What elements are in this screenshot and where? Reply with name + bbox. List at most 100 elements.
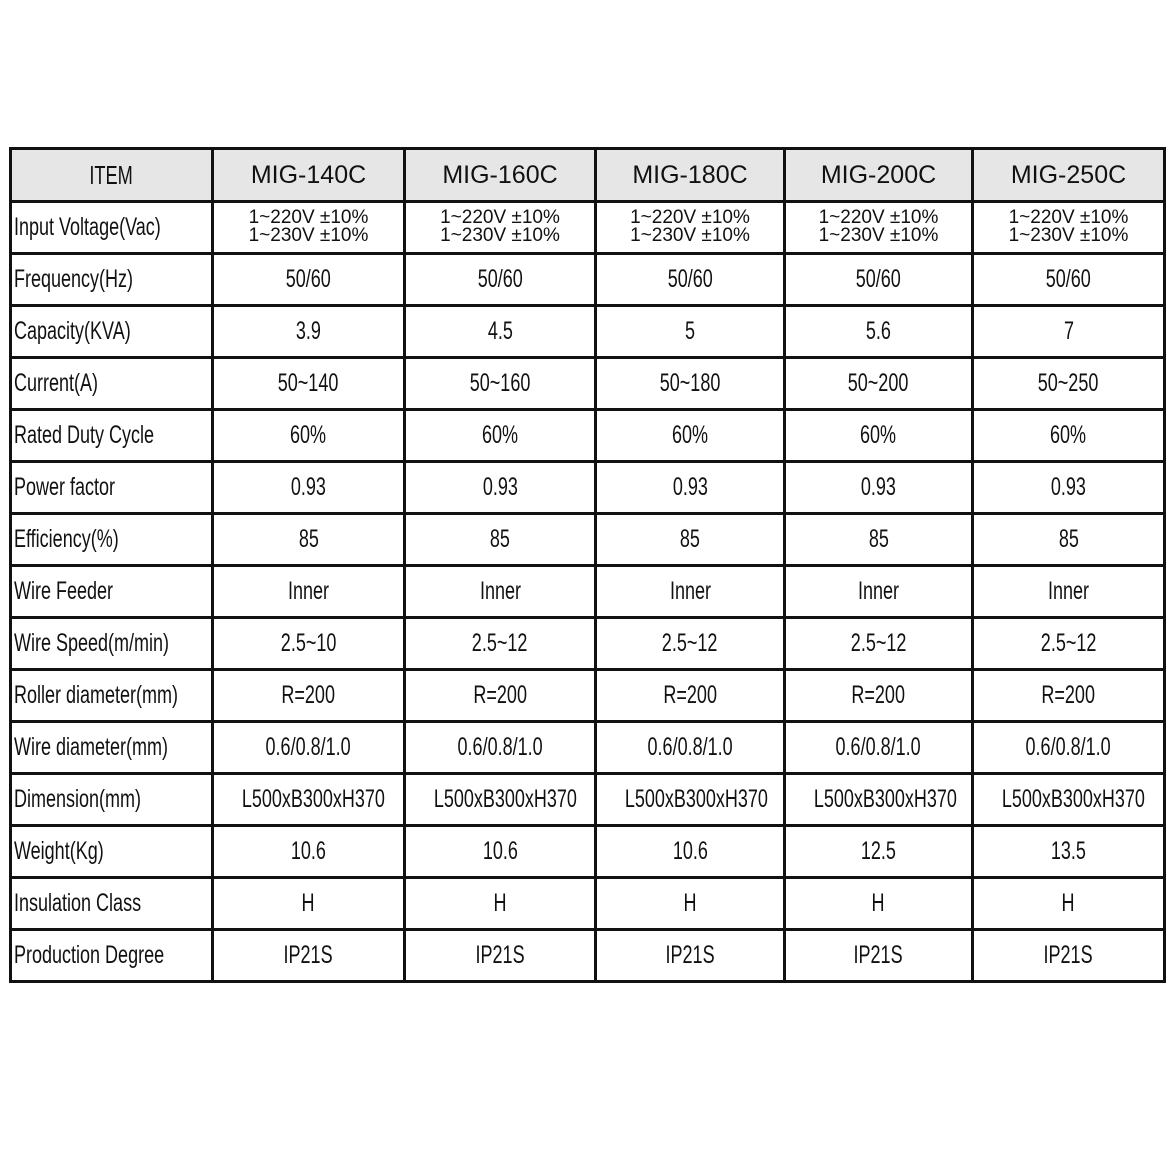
table-cell: 2.5~12 [971,616,1166,671]
table-cell: 10.6 [211,824,406,879]
row-label: Input Voltage(Vac) [9,200,214,255]
table-cell: 2.5~12 [594,616,786,671]
cell-value: R=200 [663,681,717,709]
table-cell: 2.5~12 [403,616,597,671]
cell-value: Inner [669,577,711,605]
cell-value: 50/60 [477,265,523,293]
cell-value: 2.5~10 [280,629,337,657]
table-cell: H [971,876,1166,931]
cell-value: L500xB300xH370 [1001,785,1145,813]
row-label-text: Rated Duty Cycle [14,421,155,449]
row-label: Wire Speed(m/min) [9,616,214,671]
cell-value: Inner [1047,577,1090,605]
table-cell: Inner [594,564,786,619]
voltage-line-2: 1~230V ±10% [630,225,750,246]
table-cell: R=200 [783,668,974,723]
table-cell: 12.5 [783,824,974,879]
table-cell: L500xB300xH370 [403,772,597,827]
cell-value: 50~160 [469,369,531,397]
table-cell: 50/60 [403,252,597,307]
header-item-text: ITEM [89,159,134,190]
table-cell: 85 [403,512,597,567]
table-cell: R=200 [211,668,406,723]
table-row: Efficiency(%) 85 85 85 85 85 [9,512,1166,567]
table-cell: 60% [594,408,786,463]
table-row: Current(A) 50~140 50~160 50~180 50~200 50~250 [9,356,1166,411]
cell-value: 0.93 [482,473,518,501]
header-model-text: MIG-140C [250,160,367,189]
cell-value: 60% [481,421,519,449]
table-cell: H [783,876,974,931]
table-cell: H [403,876,597,931]
table-cell: 1~220V ±10% 1~230V ±10% [783,200,974,255]
cell-value: L500xB300xH370 [241,785,385,813]
row-label-text: Power factor [14,473,116,501]
table-cell: 0.6/0.8/1.0 [783,720,974,775]
table-row: Dimension(mm) L500xB300xH370 L500xB300xH37… [9,772,1166,827]
table-cell: 10.6 [403,824,597,879]
header-model: MIG-200C [783,147,974,203]
table-cell: R=200 [403,668,597,723]
cell-value: L500xB300xH370 [813,785,957,813]
cell-value: 0.6/0.8/1.0 [835,733,922,761]
cell-value: IP21S [1043,941,1094,969]
cell-value: 5.6 [865,317,892,345]
spec-table: ITEM MIG-140C MIG-160C MIG-180C MIG-200C… [9,147,1166,983]
table-cell: Inner [783,564,974,619]
row-label-text: Wire Feeder [14,577,114,605]
table-cell: 3.9 [211,304,406,359]
table-cell: 85 [211,512,406,567]
cell-value: IP21S [665,941,715,969]
cell-value: IP21S [475,941,525,969]
table-cell: Inner [211,564,406,619]
cell-value: 2.5~12 [850,629,907,657]
table-cell: 0.6/0.8/1.0 [403,720,597,775]
table-cell: 50~200 [783,356,974,411]
cell-value: 50/60 [285,265,332,293]
cell-value: H [683,889,697,917]
cell-value: 2.5~12 [662,629,718,657]
table-cell: 10.6 [594,824,786,879]
cell-value: 10.6 [482,837,518,865]
table-cell: 50/60 [971,252,1166,307]
cell-value: L500xB300xH370 [624,785,768,813]
table-cell: L500xB300xH370 [783,772,974,827]
cell-value: Inner [479,577,521,605]
row-label: Power factor [9,460,214,515]
table-cell: 85 [971,512,1166,567]
header-item: ITEM [9,147,214,203]
table-cell: L500xB300xH370 [594,772,786,827]
cell-value: 10.6 [290,837,327,865]
row-label: Current(A) [9,356,214,411]
table-row-input-voltage: Input Voltage(Vac) 1~220V ±10% 1~230V ±10… [9,200,1166,255]
row-label-text: Wire Speed(m/min) [14,629,170,657]
header-row: ITEM MIG-140C MIG-160C MIG-180C MIG-200C… [9,147,1166,203]
cell-value: 2.5~12 [472,629,528,657]
table-cell: IP21S [971,928,1166,983]
cell-value: R=200 [473,681,527,709]
row-label: Roller diameter(mm) [9,668,214,723]
row-label-text: Wire diameter(mm) [14,733,169,761]
table-cell: 0.6/0.8/1.0 [971,720,1166,775]
table-cell: 0.93 [403,460,597,515]
table-cell: 50/60 [211,252,406,307]
row-label: Wire Feeder [9,564,214,619]
row-label: Weight(Kg) [9,824,214,879]
cell-value: 85 [679,525,701,553]
cell-value: R=200 [281,681,336,709]
cell-value: 50~200 [848,369,909,397]
cell-value: Inner [287,577,330,605]
table-cell: 0.93 [971,460,1166,515]
cell-value: 10.6 [672,837,708,865]
cell-value: 0.6/0.8/1.0 [1025,733,1112,761]
table-cell: 1~220V ±10% 1~230V ±10% [594,200,786,255]
table-row: Wire diameter(mm) 0.6/0.8/1.0 0.6/0.8/1.0 0… [9,720,1166,775]
table-row: Power factor 0.93 0.93 0.93 0.93 0.93 [9,460,1166,515]
row-label: Capacity(KVA) [9,304,214,359]
cell-value: 5 [684,317,696,345]
cell-value: 60% [1050,421,1087,449]
cell-value: 0.93 [860,473,897,501]
row-label: Frequency(Hz) [9,252,214,307]
cell-value: 0.6/0.8/1.0 [265,733,352,761]
cell-value: R=200 [1041,681,1096,709]
